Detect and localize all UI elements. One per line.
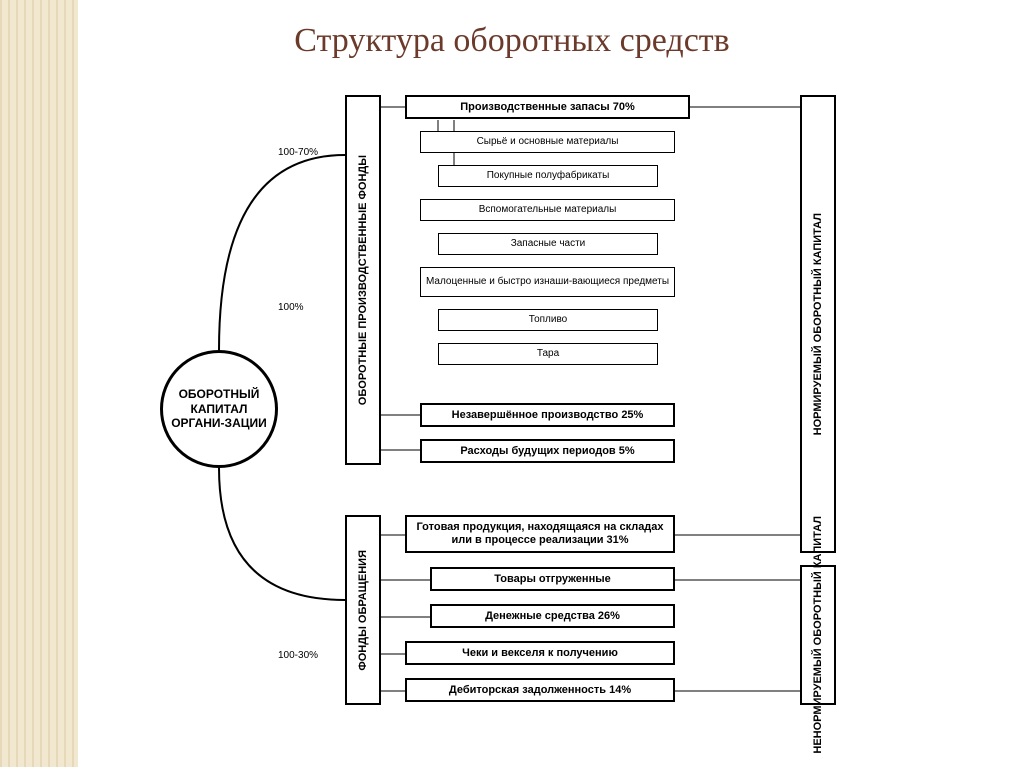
- block-normalized-capital: НОРМИРУЕМЫЙ ОБОРОТНЫЙ КАПИТАЛ: [800, 95, 836, 553]
- item-packaging: Тара: [438, 343, 658, 365]
- item-semi-finished: Покупные полуфабрикаты: [438, 165, 658, 187]
- block-nonnormalized-capital-label: НЕНОРМИРУЕМЫЙ ОБОРОТНЫЙ КАПИТАЛ: [812, 516, 825, 754]
- block-normalized-capital-label: НОРМИРУЕМЫЙ ОБОРОТНЫЙ КАПИТАЛ: [812, 213, 825, 435]
- block-nonnormalized-capital: НЕНОРМИРУЕМЫЙ ОБОРОТНЫЙ КАПИТАЛ: [800, 565, 836, 705]
- item-spare-parts: Запасные части: [438, 233, 658, 255]
- item-cheques: Чеки и векселя к получению: [405, 641, 675, 665]
- item-finished-goods: Готовая продукция, находящаяся на склада…: [405, 515, 675, 553]
- item-shipped-goods: Товары отгруженные: [430, 567, 675, 591]
- item-wip: Незавершённое производство 25%: [420, 403, 675, 427]
- page-title: Структура оборотных средств: [0, 22, 1024, 60]
- item-low-value: Малоценные и быстро изнаши-вающиеся пред…: [420, 267, 675, 297]
- block-circulation-funds: ФОНДЫ ОБРАЩЕНИЯ: [345, 515, 381, 705]
- label-total-pct: 100%: [278, 302, 304, 313]
- item-aux-materials: Вспомогательные материалы: [420, 199, 675, 221]
- block-circulation-funds-label: ФОНДЫ ОБРАЩЕНИЯ: [357, 550, 370, 671]
- block-production-funds-label: ОБОРОТНЫЕ ПРОИЗВОДСТВЕННЫЕ ФОНДЫ: [357, 155, 370, 405]
- label-circ-funds-pct: 100-30%: [278, 650, 318, 661]
- item-cash: Денежные средства 26%: [430, 604, 675, 628]
- item-fuel: Топливо: [438, 309, 658, 331]
- diagram-canvas: ОБОРОТНЫЙ КАПИТАЛ ОРГАНИ-ЗАЦИИ 100-70% 1…: [100, 95, 960, 735]
- item-prepaid: Расходы будущих периодов 5%: [420, 439, 675, 463]
- decorative-side-stripe: [0, 0, 78, 767]
- item-inventory: Производственные запасы 70%: [405, 95, 690, 119]
- block-production-funds: ОБОРОТНЫЕ ПРОИЗВОДСТВЕННЫЕ ФОНДЫ: [345, 95, 381, 465]
- label-prod-funds-pct: 100-70%: [278, 147, 318, 158]
- circle-working-capital: ОБОРОТНЫЙ КАПИТАЛ ОРГАНИ-ЗАЦИИ: [160, 350, 278, 468]
- item-receivables: Дебиторская задолженность 14%: [405, 678, 675, 702]
- item-raw-materials: Сырьё и основные материалы: [420, 131, 675, 153]
